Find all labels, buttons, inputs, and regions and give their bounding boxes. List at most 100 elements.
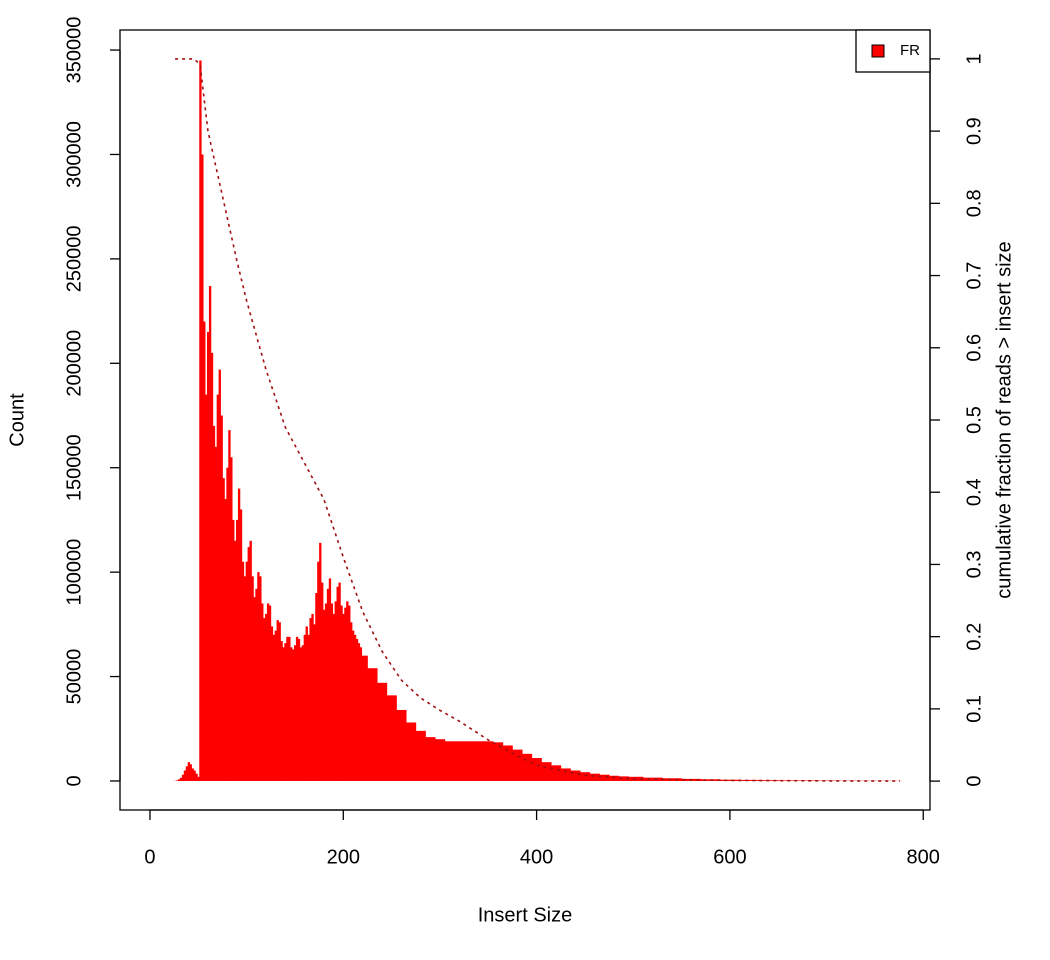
histogram-bar	[406, 722, 417, 781]
histogram-bar	[522, 753, 533, 781]
histogram-bar	[305, 626, 308, 781]
histogram-bar	[309, 618, 312, 781]
histogram-bar	[330, 603, 334, 781]
x-tick-label: 400	[520, 846, 553, 868]
histogram-bar	[473, 741, 484, 781]
histogram-bar	[386, 695, 397, 781]
histogram-bar	[241, 561, 245, 781]
histogram-bar	[264, 613, 268, 781]
legend-swatch	[871, 44, 885, 58]
y-tick-label: 300000	[63, 121, 85, 188]
histogram-bar	[321, 582, 324, 781]
y2-tick-label: 1	[963, 53, 985, 64]
histogram-bar	[560, 768, 571, 781]
histogram-bar	[324, 603, 328, 781]
histogram-bar	[201, 154, 204, 781]
y2-tick-label: 0.9	[963, 117, 985, 145]
histogram-bar	[454, 741, 465, 781]
histogram-bar	[435, 739, 446, 781]
histogram-bar	[720, 779, 740, 781]
histogram-bar	[297, 638, 301, 781]
histogram-bar	[268, 605, 272, 781]
histogram-bar	[444, 741, 455, 781]
y-tick-label: 100000	[63, 539, 85, 606]
histogram-bar	[303, 634, 306, 781]
y-tick-label: 150000	[63, 434, 85, 501]
histogram-bar	[266, 603, 270, 781]
histogram-bar	[512, 749, 523, 781]
histogram-bar	[350, 622, 353, 781]
histogram-bar	[185, 766, 189, 781]
y-tick-label: 0	[63, 775, 85, 786]
histogram-bar	[739, 779, 760, 781]
y-tick-label: 50000	[63, 649, 85, 705]
histogram-bar	[280, 641, 283, 781]
histogram-bar	[247, 547, 250, 781]
histogram-bar	[295, 636, 299, 781]
histogram-bar	[328, 578, 332, 781]
histogram-bar	[282, 647, 285, 781]
histogram-bar	[212, 425, 216, 781]
histogram-bar	[589, 773, 600, 781]
histogram-bar	[195, 773, 198, 781]
histogram-bar	[340, 605, 343, 781]
legend-label: FR	[900, 42, 920, 59]
histogram-bar	[245, 561, 248, 781]
histogram-bar	[290, 647, 293, 781]
histogram-bar	[493, 742, 504, 781]
histogram-bar	[205, 394, 208, 781]
histogram-bar	[307, 634, 310, 781]
histogram-bar	[226, 467, 229, 781]
x-tick-label: 0	[144, 846, 155, 868]
histogram-bar	[531, 758, 542, 781]
histogram-bar	[187, 762, 190, 781]
y2-tick-label: 0.8	[963, 189, 985, 217]
histogram-bar	[286, 636, 289, 781]
y2-tick-label: 0.3	[963, 551, 985, 579]
y2-axis-label: cumulative fraction of reads > insert si…	[993, 241, 1015, 598]
histogram-bar	[183, 770, 187, 781]
histogram-bar	[253, 597, 256, 781]
y2-tick-label: 0.4	[963, 478, 985, 506]
histogram-bar	[353, 634, 357, 781]
histogram-bar	[311, 613, 314, 781]
y2-tick-label: 0.7	[963, 262, 985, 290]
y2-tick-label: 0.5	[963, 406, 985, 434]
histogram-bar	[570, 770, 581, 781]
histogram-bar	[193, 770, 196, 781]
histogram-bar	[224, 499, 227, 781]
histogram-bar	[502, 745, 513, 781]
histogram-bar	[322, 609, 326, 781]
histogram-bar	[255, 588, 258, 781]
histogram-bar	[415, 730, 426, 781]
histogram-bar	[234, 540, 237, 781]
histogram-bar	[272, 634, 276, 781]
histogram-bar	[662, 778, 682, 781]
histogram-bar	[222, 478, 225, 781]
histogram-bar	[239, 509, 243, 781]
histogram-bar	[425, 737, 436, 781]
histogram-bar	[344, 607, 347, 781]
x-tick-label: 600	[713, 846, 746, 868]
histogram-bar	[208, 286, 212, 781]
plot-area	[174, 58, 902, 782]
histogram-bar	[203, 321, 206, 781]
y-tick-label: 200000	[63, 330, 85, 397]
histogram-bar	[293, 645, 297, 781]
histogram-bar	[218, 369, 221, 781]
histogram-bar	[220, 415, 223, 781]
y-axis-label: Count	[6, 393, 28, 447]
histogram-bar	[206, 331, 210, 781]
histogram-bar	[319, 542, 322, 781]
histogram-bar	[357, 643, 361, 781]
histogram-bar	[299, 647, 303, 781]
histogram-bar	[355, 638, 359, 781]
histogram-bar	[301, 645, 305, 781]
histogram-bar	[263, 618, 266, 781]
histogram-bar	[274, 630, 277, 781]
histogram-bar	[332, 613, 335, 781]
x-tick-label: 800	[907, 846, 940, 868]
histogram-bar	[551, 765, 562, 781]
histogram-bar	[317, 561, 320, 781]
